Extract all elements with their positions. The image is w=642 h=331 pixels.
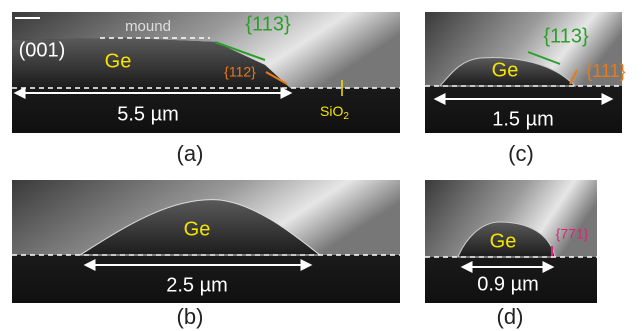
figure: (001) mound Ge {113} {112} 5.5 µm SiO2 (… (0, 0, 642, 331)
width-label: 5.5 µm (117, 103, 179, 125)
width-label: 2.5 µm (166, 274, 228, 296)
oxide-subscript: 2 (343, 111, 349, 122)
mound-label: mound (125, 18, 171, 35)
orientation-label: (001) (19, 39, 66, 61)
panel-c: {113} Ge {111} 1.5 µm (c) (425, 12, 626, 166)
width-label: 1.5 µm (492, 108, 554, 130)
material-label: Ge (492, 59, 519, 81)
panel-b: Ge 2.5 µm (b) (12, 180, 400, 329)
oxide-text: SiO (320, 103, 343, 119)
facet-label: {112} (224, 64, 256, 80)
panel-a: (001) mound Ge {113} {112} 5.5 µm SiO2 (… (12, 12, 400, 166)
material-label: Ge (105, 50, 132, 72)
facet-label: {113} (245, 13, 291, 35)
caption: (a) (177, 141, 204, 166)
facet-label: {111} (586, 61, 625, 81)
caption: (c) (508, 141, 534, 166)
caption: (d) (497, 304, 524, 329)
caption: (b) (177, 304, 204, 329)
material-label: Ge (490, 230, 517, 252)
facet-label: {113} (543, 25, 589, 47)
width-label: 0.9 µm (477, 273, 539, 295)
panel-d: Ge {771} 0.9 µm (d) (425, 180, 597, 329)
material-label: Ge (184, 218, 211, 240)
facet-label: {771} (556, 226, 589, 242)
